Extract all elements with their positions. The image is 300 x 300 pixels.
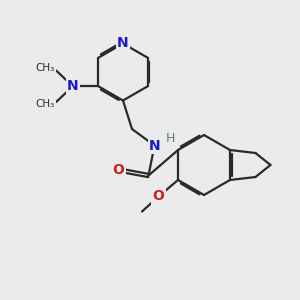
Text: N: N [117,36,129,50]
Text: N: N [149,139,160,152]
Text: O: O [112,164,124,177]
Text: H: H [165,131,175,145]
Text: O: O [153,190,164,203]
Text: CH₃: CH₃ [36,99,55,109]
Text: CH₃: CH₃ [36,63,55,73]
Text: N: N [67,79,79,93]
